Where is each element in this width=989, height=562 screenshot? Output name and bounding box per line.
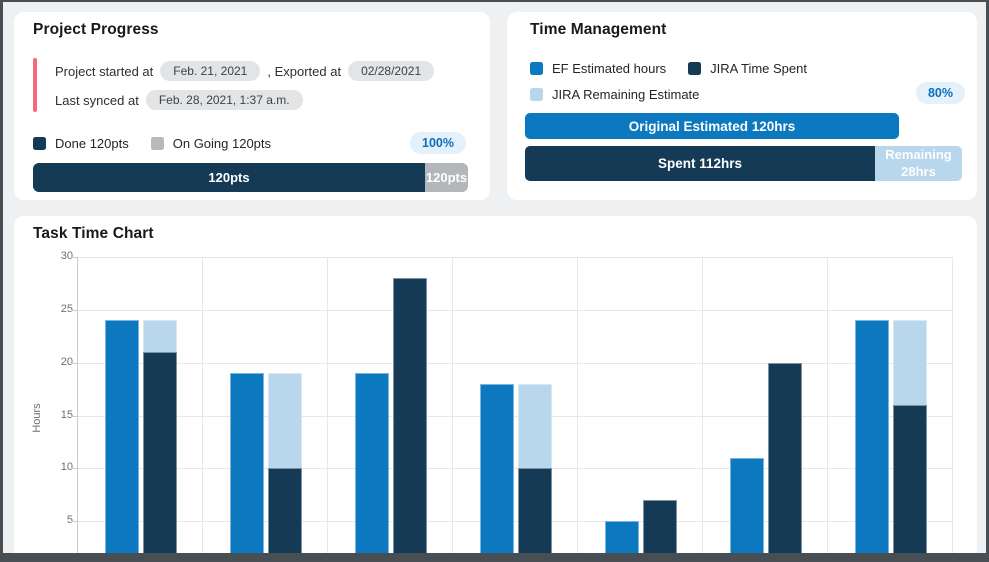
project-progress-title: Project Progress	[33, 21, 159, 38]
y-tick-label-30: 30	[60, 250, 73, 262]
project-dates-row: Project started at Feb. 21, 2021 , Expor…	[55, 60, 435, 82]
spent-bar-6	[768, 362, 802, 553]
y-tick-mark-5	[71, 521, 77, 523]
bar-group-1	[105, 257, 177, 553]
spent-bar-3	[393, 278, 427, 553]
remaining-bar-1	[143, 320, 177, 353]
gridline-v-2	[327, 257, 328, 553]
chart-plot-area	[77, 257, 953, 553]
y-axis-title: Hours	[31, 403, 43, 433]
done-legend-label: Done 120pts	[55, 136, 129, 151]
progress-percent-badge: 100%	[410, 132, 466, 154]
remaining-segment-line1: Remaining	[885, 147, 952, 163]
y-tick-label-5: 5	[66, 514, 73, 527]
started-date-chip: Feb. 21, 2021	[160, 61, 261, 81]
time-percent-badge: 80%	[915, 82, 965, 104]
legend-item-spent: JIRA Time Spent	[688, 61, 807, 76]
bar-group-5	[605, 257, 677, 553]
spent-legend-label: JIRA Time Spent	[710, 61, 807, 76]
progress-bar-ongoing-segment: 120pts	[425, 163, 468, 192]
last-synced-row: Last synced at Feb. 28, 2021, 1:37 a.m.	[55, 89, 303, 111]
gridline-v-7	[952, 257, 953, 553]
remaining-segment-line2: 28hrs	[901, 163, 936, 179]
progress-bar-done-segment: 120pts	[33, 163, 425, 192]
bar-group-7	[855, 257, 927, 553]
exported-date-chip: 02/28/2021	[348, 61, 435, 81]
y-tick-mark-10	[71, 468, 77, 470]
time-legend-row-1: EF Estimated hours JIRA Time Spent	[530, 61, 829, 76]
spent-bar-2	[268, 468, 302, 553]
project-progress-bar: 120pts 120pts	[33, 163, 468, 192]
spent-bar-1	[143, 352, 177, 553]
task-time-chart-card: Task Time Chart Hours 5 10 15 20 25 30	[14, 216, 977, 553]
estimated-bar-2	[230, 373, 264, 553]
y-tick-label-15: 15	[60, 408, 73, 421]
estimated-bar-6	[730, 457, 764, 553]
gridline-h-30	[78, 257, 952, 258]
spent-segment: Spent 112hrs	[525, 146, 875, 181]
gridline-v-1	[202, 257, 203, 553]
gridline-v-5	[702, 257, 703, 553]
estimated-bar-5	[605, 521, 639, 553]
remaining-bar-4	[518, 383, 552, 469]
synced-date-chip: Feb. 28, 2021, 1:37 a.m.	[145, 90, 303, 110]
remaining-segment: Remaining 28hrs	[875, 146, 962, 181]
spent-bar-7	[893, 404, 927, 553]
project-progress-card: Project Progress Project started at Feb.…	[14, 12, 490, 200]
legend-item-ongoing: On Going 120pts	[150, 136, 272, 151]
remaining-bar-7	[893, 320, 927, 405]
y-tick-label-25: 25	[60, 302, 73, 315]
legend-item-done: Done 120pts	[33, 136, 129, 151]
synced-label: Last synced at	[55, 92, 139, 108]
y-tick-mark-25	[71, 309, 77, 311]
estimated-bar-7	[855, 320, 889, 553]
gridline-h-5	[78, 521, 952, 523]
bar-group-2	[230, 257, 302, 553]
bar-group-4	[480, 257, 552, 553]
y-tick-label-10: 10	[60, 461, 73, 474]
spent-swatch-icon	[688, 62, 702, 75]
estimated-bar-3	[355, 373, 389, 553]
y-tick-mark-15	[71, 415, 77, 417]
gridline-v-4	[577, 257, 578, 553]
progress-legend: Done 120pts On Going 120pts	[33, 136, 293, 151]
ongoing-swatch-icon	[150, 137, 164, 150]
gridline-h-20	[78, 362, 952, 364]
spent-remaining-bar: Spent 112hrs Remaining 28hrs	[525, 146, 962, 181]
legend-item-remaining: JIRA Remaining Estimate	[530, 87, 699, 102]
estimated-bar-1	[105, 320, 139, 553]
dashboard-page: Project Progress Project started at Feb.…	[3, 2, 986, 553]
original-estimated-bar: Original Estimated 120hrs	[525, 113, 899, 139]
spent-bar-4	[518, 468, 552, 553]
remaining-swatch-icon	[530, 88, 543, 101]
exported-label: , Exported at	[267, 63, 342, 79]
estimated-swatch-icon	[530, 62, 543, 75]
time-management-title: Time Management	[530, 21, 667, 38]
ongoing-legend-label: On Going 120pts	[172, 136, 272, 151]
estimated-bar-4	[480, 383, 514, 553]
y-tick-mark-30	[71, 257, 77, 258]
spent-bar-5	[643, 500, 677, 553]
y-tick-label-20: 20	[60, 355, 73, 368]
legend-item-estimated: EF Estimated hours	[530, 61, 666, 76]
bar-group-3	[355, 257, 427, 553]
gridline-v-3	[452, 257, 453, 553]
time-legend-row-2: JIRA Remaining Estimate	[530, 87, 721, 102]
remaining-legend-label: JIRA Remaining Estimate	[552, 87, 700, 102]
red-accent-bar	[33, 58, 37, 112]
time-management-card: Time Management EF Estimated hours JIRA …	[507, 12, 977, 200]
bar-group-6	[730, 257, 802, 553]
started-label: Project started at	[55, 63, 154, 79]
gridline-h-25	[78, 309, 952, 311]
gridline-v-6	[827, 257, 828, 553]
gridline-h-10	[78, 468, 952, 470]
remaining-bar-2	[268, 373, 302, 469]
estimated-legend-label: EF Estimated hours	[552, 61, 667, 76]
gridline-h-15	[78, 415, 952, 417]
y-tick-mark-20	[71, 362, 77, 364]
task-time-chart-title: Task Time Chart	[33, 225, 154, 242]
done-swatch-icon	[33, 137, 46, 150]
